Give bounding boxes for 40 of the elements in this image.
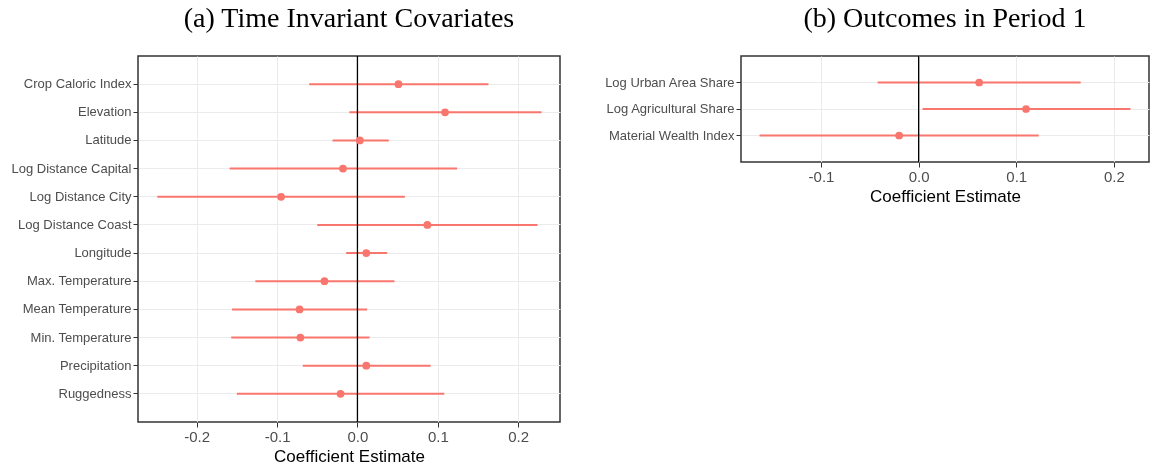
y-tick-label: Precipitation	[59, 357, 132, 373]
y-tick-label: Log Agricultural Share	[606, 101, 735, 116]
x-tick-label: -0.1	[808, 167, 835, 185]
y-tick-label: Log Distance Coast	[18, 216, 132, 232]
y-tick-label: Latitude	[85, 132, 132, 148]
y-tick-label: Min. Temperature	[30, 329, 132, 345]
y-tick-label: Mean Temperature	[22, 301, 132, 317]
point	[320, 277, 329, 286]
x-axis-title: Coefficient Estimate	[870, 186, 1021, 206]
x-tick-label: 0.2	[1103, 167, 1125, 185]
x-tick-label: 0.2	[508, 427, 530, 445]
chart-title: (b) Outcomes in Period 1	[803, 2, 1087, 34]
x-tick-label: 0.1	[1006, 167, 1028, 185]
point	[355, 136, 364, 145]
point	[441, 108, 449, 117]
y-tick-label: Ruggedness	[58, 385, 132, 401]
point	[336, 389, 345, 398]
point	[362, 361, 371, 370]
point	[362, 249, 371, 257]
point	[339, 164, 347, 173]
x-tick-label: 0.1	[427, 427, 449, 445]
x-axis-title: Coefficient Estimate	[274, 446, 425, 466]
point	[394, 80, 403, 89]
y-tick-label: Crop Caloric Index	[23, 76, 132, 92]
point	[296, 333, 305, 342]
y-tick-label: Longitude	[74, 245, 132, 261]
x-tick-label: 0.0	[347, 427, 369, 445]
x-tick-label: -0.2	[184, 427, 211, 445]
y-tick-label: Max. Temperature	[26, 273, 132, 289]
point	[295, 305, 304, 314]
y-tick-label: Log Distance Capital	[11, 160, 132, 176]
point	[277, 192, 285, 201]
x-tick-label: 0.0	[908, 167, 930, 185]
x-tick-label: -0.1	[264, 427, 291, 445]
y-tick-label: Material Wealth Index	[609, 127, 735, 143]
y-tick-label: Log Distance City	[29, 188, 132, 204]
chart-title: (a) Time Invariant Covariates	[183, 2, 515, 34]
y-tick-label: Elevation	[78, 104, 132, 120]
y-tick-label: Log Urban Area Share	[605, 74, 735, 90]
point	[423, 221, 432, 229]
